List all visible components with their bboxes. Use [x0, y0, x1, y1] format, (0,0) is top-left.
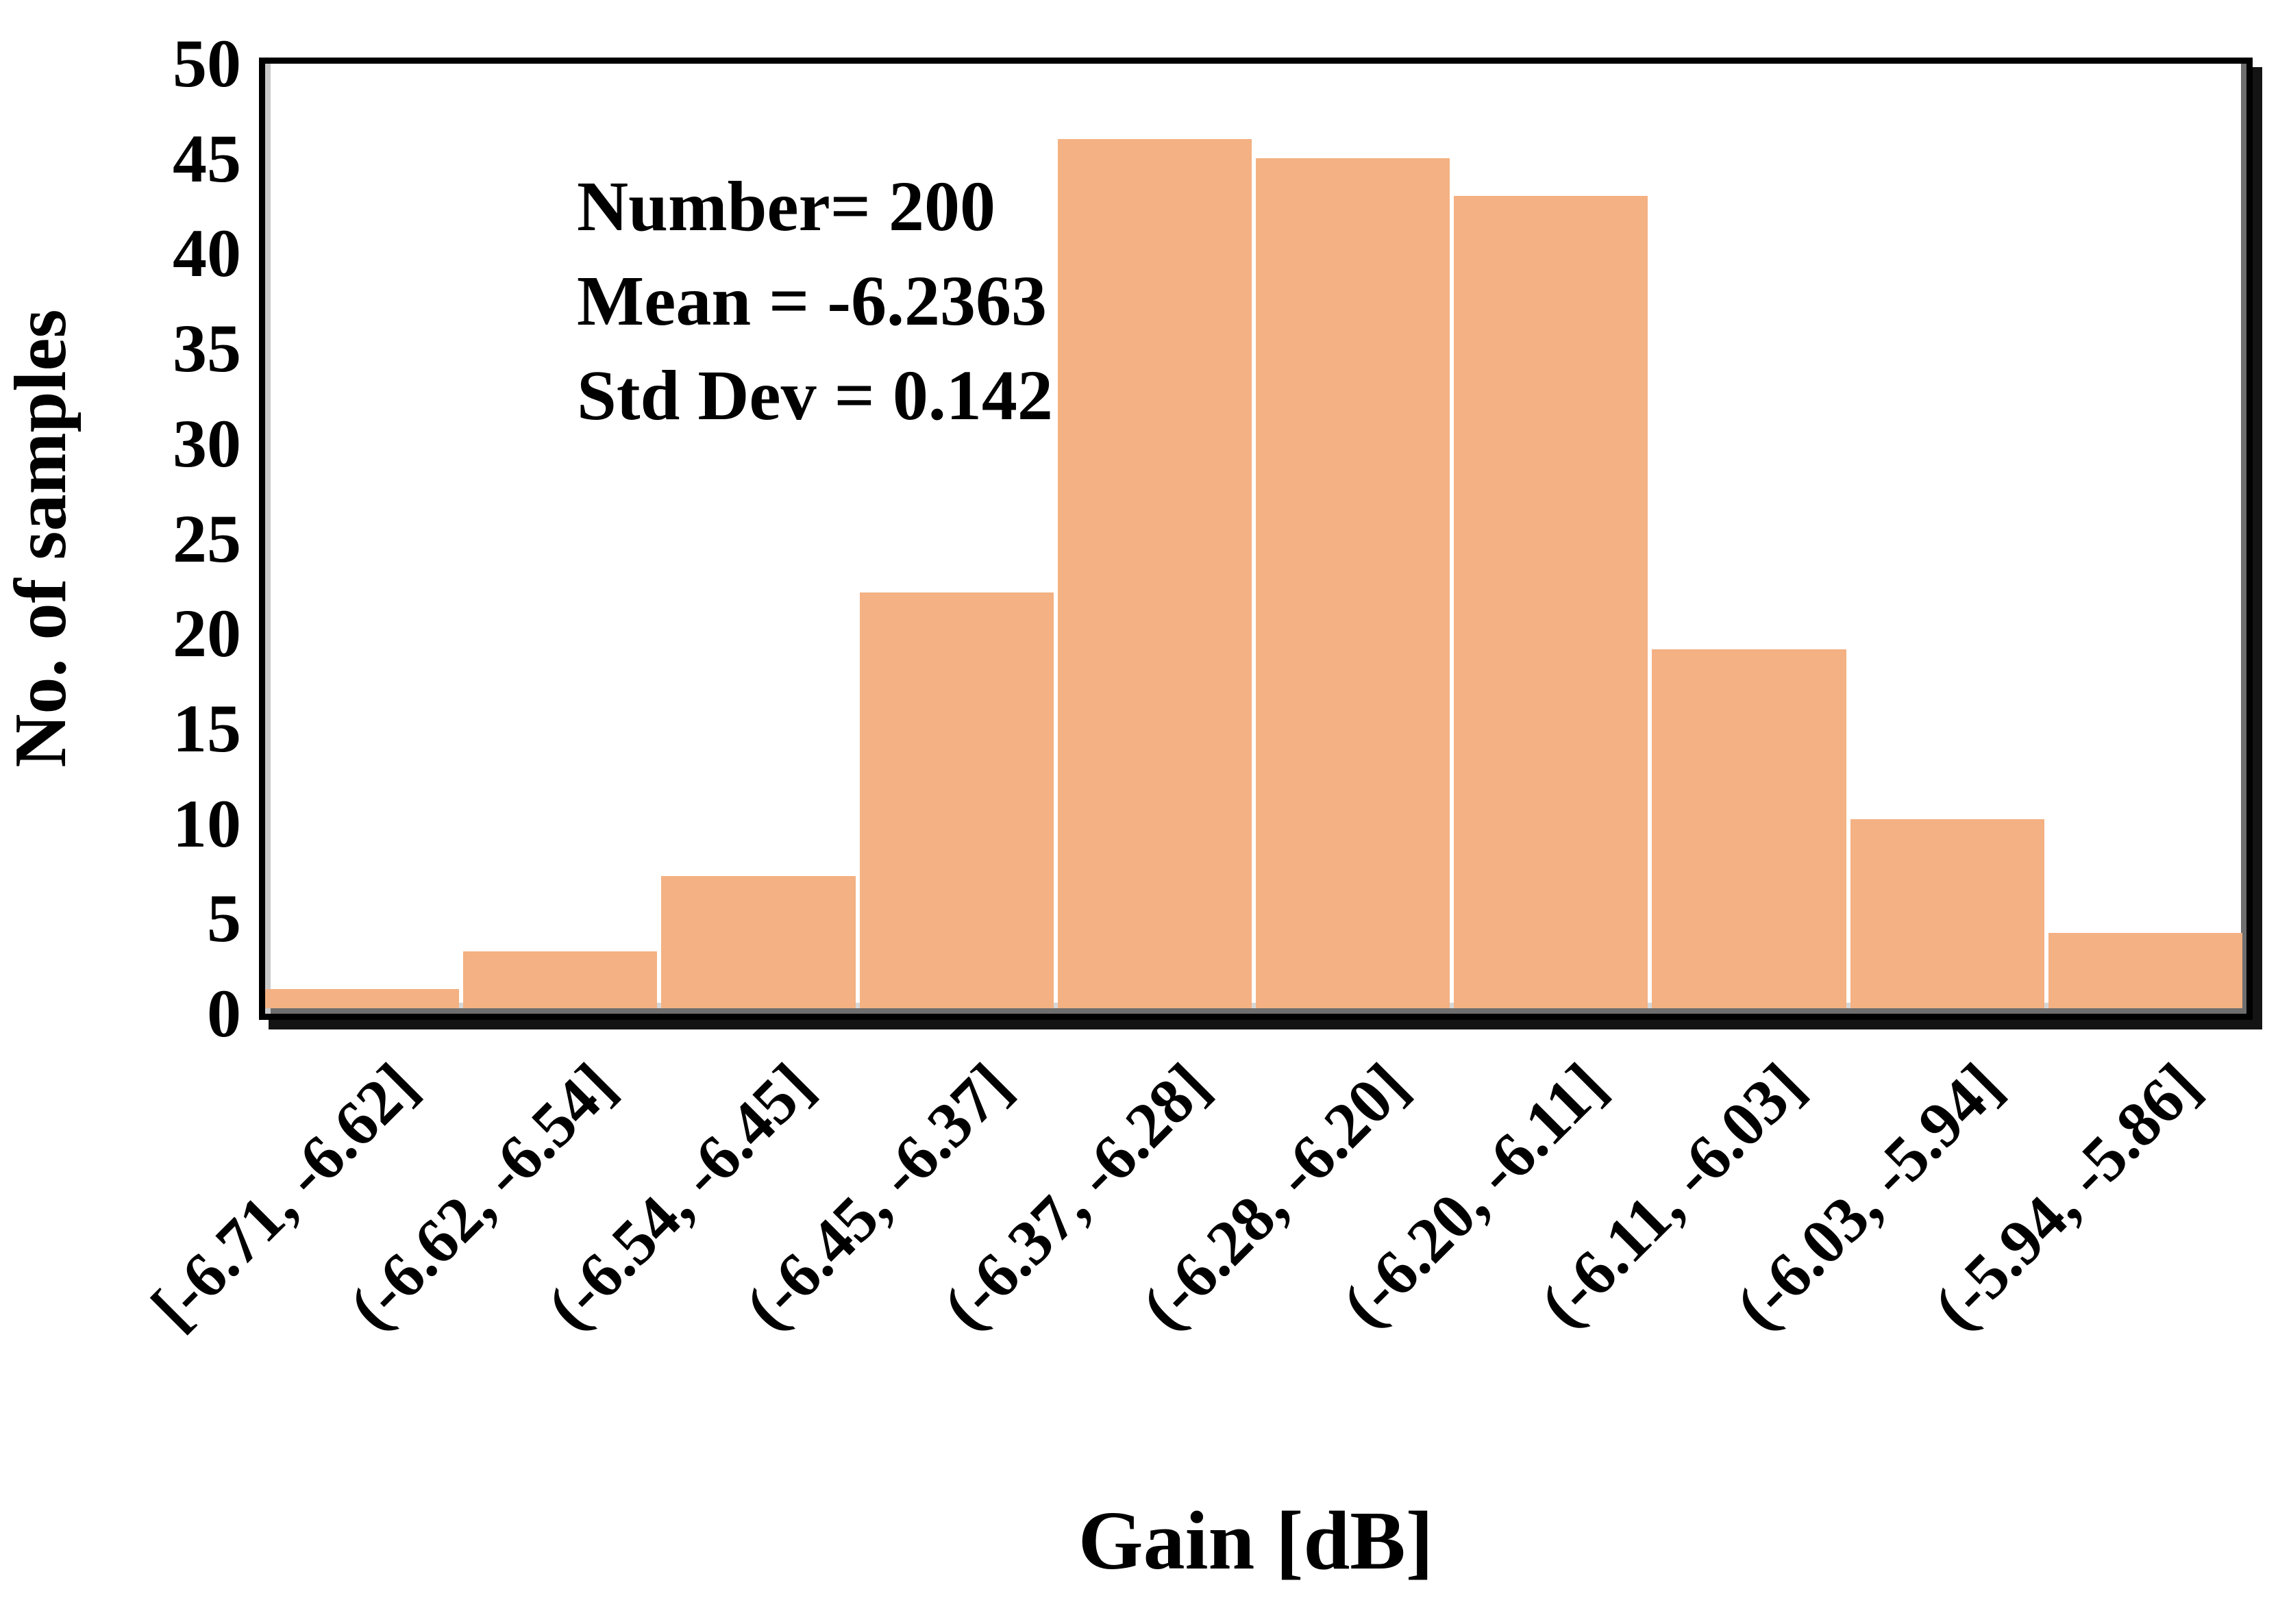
bar-[-6.71, -6.62]	[265, 989, 460, 1008]
stats-mean: Mean = -6.2363	[577, 262, 1048, 340]
bar-(-6.45, -6.37]	[859, 592, 1054, 1008]
y-tick-0: 0	[207, 975, 241, 1051]
y-tick-15: 15	[173, 690, 241, 766]
bar-(-6.62, -6.54]	[463, 951, 658, 1008]
bar-(-6.54, -6.45]	[661, 875, 856, 1008]
x-axis-title: Gain [dB]	[1078, 1495, 1434, 1587]
y-tick-45: 45	[173, 120, 241, 197]
stats-annotation: Number= 200 Mean = -6.2363 Std Dev = 0.1…	[577, 160, 1053, 443]
stats-stddev: Std Dev = 0.142	[577, 356, 1053, 435]
y-tick-10: 10	[173, 785, 241, 862]
y-tick-30: 30	[173, 405, 241, 482]
y-tick-50: 50	[173, 25, 241, 101]
y-tick-25: 25	[173, 500, 241, 577]
stats-number: Number= 200	[577, 167, 995, 246]
bar-(-6.28, -6.20]	[1256, 158, 1450, 1008]
bar-(-5.94, -5.86]	[2048, 932, 2242, 1008]
bar-(-6.03, -5.94]	[1850, 819, 2044, 1008]
y-tick-5: 5	[207, 880, 241, 957]
y-tick-20: 20	[173, 595, 241, 672]
bar-(-6.37, -6.28]	[1057, 139, 1252, 1008]
y-tick-40: 40	[173, 215, 241, 292]
y-tick-35: 35	[173, 310, 241, 387]
plot-area: Number= 200 Mean = -6.2363 Std Dev = 0.1…	[259, 58, 2253, 1020]
bar-(-6.11, -6.03]	[1652, 649, 1846, 1008]
bar-(-6.20, -6.11]	[1454, 196, 1648, 1008]
